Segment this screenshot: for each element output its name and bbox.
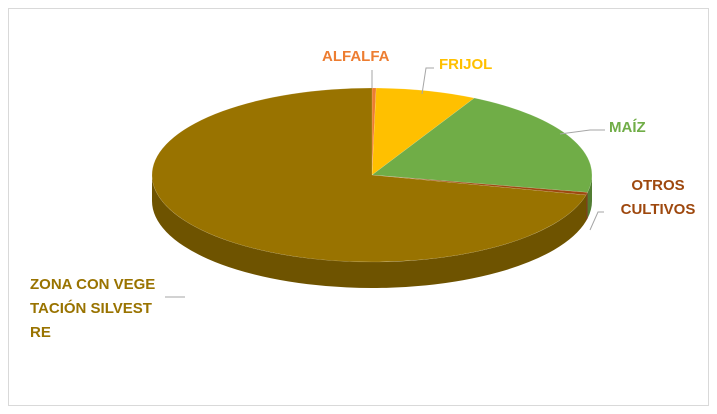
slice bbox=[371, 87, 475, 176]
slice bbox=[151, 87, 587, 263]
leader-line bbox=[589, 211, 604, 231]
leader-lines bbox=[165, 67, 605, 298]
leader-line bbox=[421, 67, 434, 95]
slice bbox=[371, 174, 588, 196]
pie bbox=[151, 87, 593, 288]
slice bbox=[371, 97, 593, 193]
data-label: FRIJOL bbox=[439, 56, 493, 73]
slice-side bbox=[587, 175, 592, 219]
data-label: MAÍZ bbox=[609, 119, 646, 136]
slice-side bbox=[152, 175, 587, 288]
data-label: ZONA CON VEGETACIÓN SILVESTRE bbox=[30, 276, 156, 341]
slice-side bbox=[586, 192, 588, 222]
data-label: ALFALFA bbox=[322, 48, 390, 65]
data-label: OTROS CULTIVOS bbox=[620, 177, 696, 218]
leader-line bbox=[559, 129, 605, 135]
